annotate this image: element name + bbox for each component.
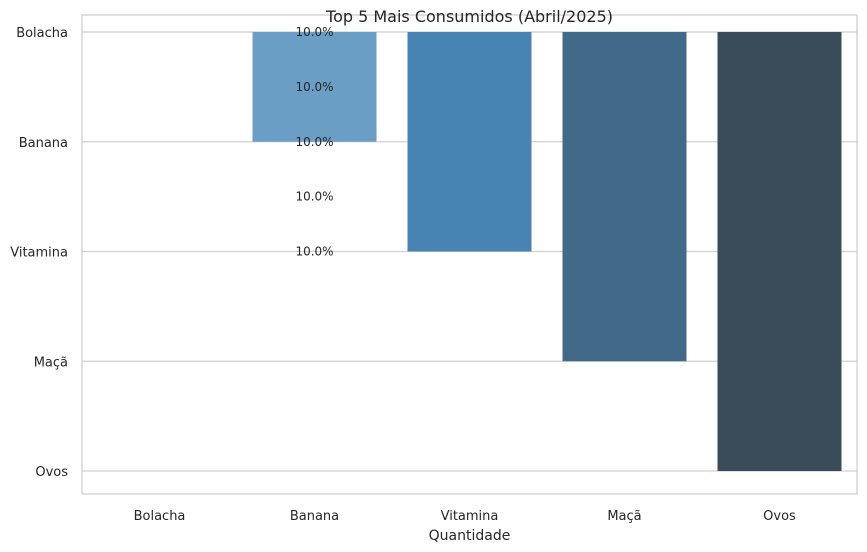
x-tick-label: Vitamina — [441, 509, 499, 524]
y-tick-label: Maçã — [34, 355, 68, 370]
y-tick-label: Banana — [19, 136, 68, 151]
x-tick-label: Ovos — [763, 509, 796, 524]
data-label: 10.0% — [295, 135, 333, 149]
data-label: 10.0% — [295, 25, 333, 39]
bar-vitamina — [407, 32, 532, 252]
y-tick-labels: Bolacha Banana Vitamina Maçã Ovos — [10, 26, 68, 480]
data-labels: 10.0% 10.0% 10.0% 10.0% 10.0% — [295, 25, 333, 259]
data-label: 10.0% — [295, 245, 333, 259]
bar-maçã — [562, 32, 687, 362]
x-axis-label: Quantidade — [429, 528, 511, 544]
data-label: 10.0% — [295, 190, 333, 204]
x-tick-label: Maçã — [607, 509, 641, 524]
chart-title: Top 5 Mais Consumidos (Abril/2025) — [325, 7, 613, 26]
y-tick-label: Bolacha — [16, 26, 68, 41]
bars — [252, 32, 842, 471]
data-label: 10.0% — [295, 80, 333, 94]
y-tick-label: Ovos — [35, 465, 68, 480]
bar-banana — [252, 32, 377, 142]
x-tick-labels: Bolacha Banana Vitamina Maçã Ovos — [134, 509, 796, 524]
y-tick-label: Vitamina — [10, 246, 68, 261]
bar-ovos — [717, 32, 842, 471]
plot-frame — [81, 14, 858, 495]
x-tick-label: Bolacha — [134, 509, 186, 524]
x-tick-label: Banana — [290, 509, 339, 524]
